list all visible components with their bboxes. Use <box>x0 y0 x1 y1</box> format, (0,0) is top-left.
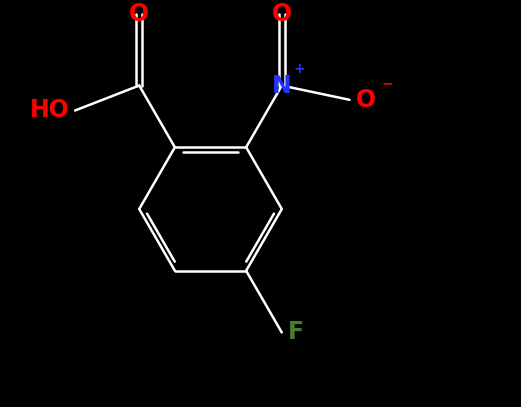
Text: +: + <box>294 62 305 76</box>
Text: O: O <box>272 2 292 26</box>
Text: −: − <box>381 76 393 90</box>
Text: HO: HO <box>30 98 70 123</box>
Text: N: N <box>272 74 292 98</box>
Text: O: O <box>355 88 376 112</box>
Text: O: O <box>129 2 150 26</box>
Text: F: F <box>288 320 304 344</box>
